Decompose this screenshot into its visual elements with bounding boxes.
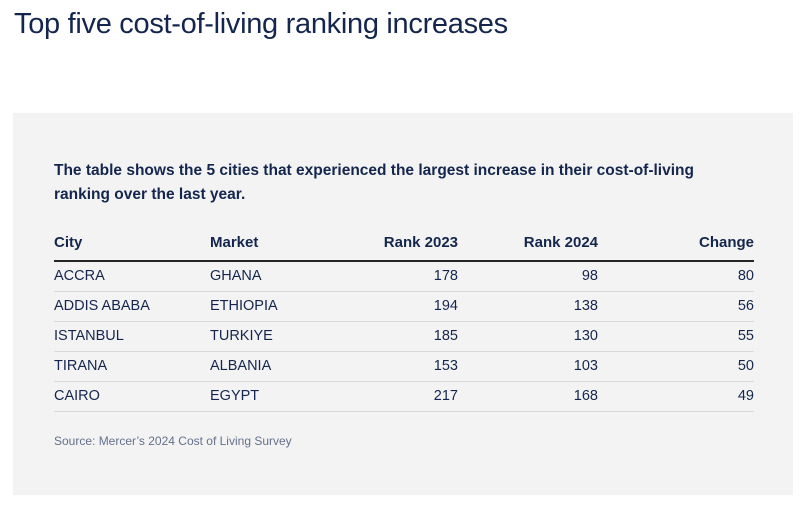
market-cell: ETHIOPIA xyxy=(210,291,320,322)
change-cell: 49 xyxy=(598,381,754,412)
column-header-city: City xyxy=(54,230,210,262)
table-body: ACCRA GHANA 178 98 80 ADDIS ABABA ETHIOP… xyxy=(54,261,754,412)
header-row: City Market Rank 2023 Rank 2024 Change xyxy=(54,230,754,262)
table-row: ISTANBUL TURKIYE 185 130 55 xyxy=(54,321,754,352)
column-header-rank-2024: Rank 2024 xyxy=(458,230,598,262)
market-cell: GHANA xyxy=(210,261,320,292)
rank-2023-cell: 185 xyxy=(320,321,458,352)
ranking-table: City Market Rank 2023 Rank 2024 Change A… xyxy=(54,230,754,412)
rank-2023-cell: 178 xyxy=(320,261,458,292)
table-row: TIRANA ALBANIA 153 103 50 xyxy=(54,351,754,382)
table-row: ADDIS ABABA ETHIOPIA 194 138 56 xyxy=(54,291,754,322)
table-description: The table shows the 5 cities that experi… xyxy=(54,162,694,203)
city-cell: CAIRO xyxy=(54,381,210,412)
rank-2023-cell: 153 xyxy=(320,351,458,382)
city-cell: ISTANBUL xyxy=(54,321,210,352)
change-cell: 55 xyxy=(598,321,754,352)
market-cell: TURKIYE xyxy=(210,321,320,352)
city-cell: TIRANA xyxy=(54,351,210,382)
change-cell: 56 xyxy=(598,291,754,322)
column-header-change: Change xyxy=(598,230,754,262)
rank-2024-cell: 103 xyxy=(458,351,598,382)
source-note: Source: Mercer’s 2024 Cost of Living Sur… xyxy=(54,434,292,448)
column-header-rank-2023: Rank 2023 xyxy=(320,230,458,262)
rank-2023-cell: 217 xyxy=(320,381,458,412)
table-row: CAIRO EGYPT 217 168 49 xyxy=(54,381,754,412)
rank-2024-cell: 168 xyxy=(458,381,598,412)
cost-of-living-card: The table shows the 5 cities that experi… xyxy=(13,113,793,495)
rank-2024-cell: 98 xyxy=(458,261,598,292)
page-title: Top five cost-of-living ranking increase… xyxy=(14,8,508,40)
market-cell: ALBANIA xyxy=(210,351,320,382)
city-cell: ADDIS ABABA xyxy=(54,291,210,322)
table-row: ACCRA GHANA 178 98 80 xyxy=(54,261,754,292)
rank-2023-cell: 194 xyxy=(320,291,458,322)
change-cell: 50 xyxy=(598,351,754,382)
city-cell: ACCRA xyxy=(54,261,210,292)
change-cell: 80 xyxy=(598,261,754,292)
market-cell: EGYPT xyxy=(210,381,320,412)
rank-2024-cell: 130 xyxy=(458,321,598,352)
table-header: City Market Rank 2023 Rank 2024 Change xyxy=(54,230,754,262)
column-header-market: Market xyxy=(210,230,320,262)
rank-2024-cell: 138 xyxy=(458,291,598,322)
